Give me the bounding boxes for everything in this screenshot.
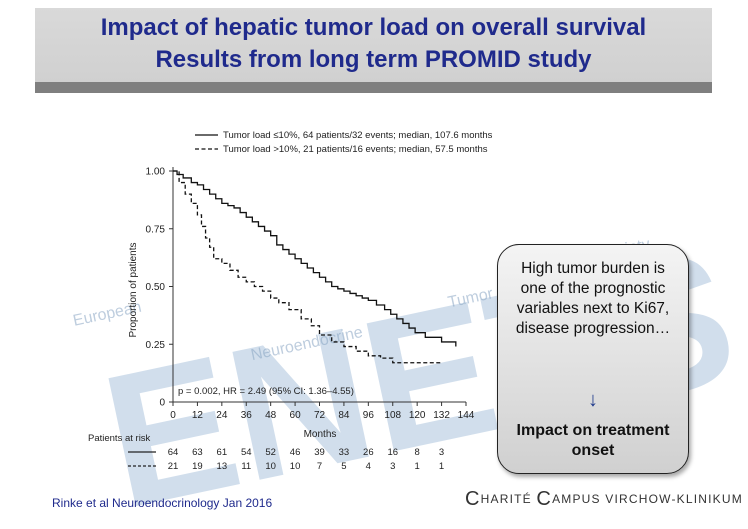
x-tick-label: 132 <box>433 410 450 421</box>
slide-title: Impact of hepatic tumor load on overall … <box>100 14 647 41</box>
p-value-annotation: p = 0.002, HR = 2.49 (95% CI: 1.36–4.55) <box>178 386 354 397</box>
chart-legend: Tumor load ≤10%, 64 patients/32 events; … <box>195 130 493 155</box>
risk-count: 1 <box>439 461 444 472</box>
risk-count: 19 <box>192 461 203 472</box>
x-tick-label: 108 <box>384 410 401 421</box>
x-tick-label: 72 <box>314 410 326 421</box>
risk-count: 63 <box>192 447 203 458</box>
callout-text: High tumor burden is one of the prognost… <box>515 260 671 337</box>
y-axis-label: Proportion of patients <box>128 242 139 337</box>
risk-count: 13 <box>217 461 228 472</box>
slide-subtitle: Results from long term PROMID study <box>155 46 592 73</box>
risk-count: 46 <box>290 447 301 458</box>
risk-count: 10 <box>265 461 276 472</box>
y-tick-label: 0 <box>159 398 165 409</box>
risk-count: 4 <box>366 461 371 472</box>
x-tick-label: 96 <box>363 410 375 421</box>
legend-label: Tumor load >10%, 21 patients/16 events; … <box>223 144 488 155</box>
x-axis-label: Months <box>304 429 337 440</box>
risk-count: 7 <box>317 461 322 472</box>
y-tick-label: 1.00 <box>146 167 166 178</box>
y-tick-label: 0.75 <box>146 224 166 235</box>
risk-count: 10 <box>290 461 301 472</box>
risk-count: 33 <box>339 447 350 458</box>
x-tick-label: 48 <box>265 410 277 421</box>
x-tick-label: 24 <box>216 410 228 421</box>
logo-c-icon-2: C <box>536 488 553 510</box>
charite-logo: CHARITÉ CAMPUS VIRCHOW-KLINIKUM <box>465 488 743 511</box>
risk-count: 21 <box>168 461 179 472</box>
risk-count: 54 <box>241 447 252 458</box>
title-band: Impact of hepatic tumor load on overall … <box>35 8 712 93</box>
title-underline-bar <box>35 82 712 93</box>
risk-count: 11 <box>241 461 251 472</box>
curve-tumor-load-high <box>173 170 442 364</box>
risk-count: 8 <box>415 447 420 458</box>
curve-tumor-load-low <box>173 170 457 347</box>
risk-count: 52 <box>265 447 276 458</box>
risk-count: 5 <box>341 461 346 472</box>
logo-c-icon: C <box>465 488 481 510</box>
risk-count: 39 <box>314 447 325 458</box>
x-tick-label: 0 <box>170 410 176 421</box>
risk-count: 64 <box>168 447 179 458</box>
y-tick-label: 0.25 <box>146 340 166 351</box>
down-arrow-icon: ↓ <box>588 389 598 411</box>
callout-impact: Impact on treatment onset <box>516 422 670 459</box>
risk-table-label: Patients at risk <box>88 433 151 444</box>
risk-count: 61 <box>217 447 228 458</box>
x-tick-label: 60 <box>290 410 302 421</box>
legend-label: Tumor load ≤10%, 64 patients/32 events; … <box>223 130 493 141</box>
risk-table: 64 63 61 54 52 46 39 33 26 16 8 321 19 13 11 10 10 7 5 4 3 1 1 <box>128 447 444 472</box>
callout-box: High tumor burden is one of the prognost… <box>497 244 689 474</box>
x-tick-label: 120 <box>409 410 426 421</box>
risk-count: 1 <box>415 461 420 472</box>
chart-axes: 0 12 24 36 48 60 72 84 96 108 120 132 144 0 0.25 0.50 0.… <box>146 167 475 422</box>
x-tick-label: 36 <box>241 410 253 421</box>
risk-count: 3 <box>439 447 444 458</box>
chart-curves <box>173 170 457 364</box>
x-tick-label: 144 <box>458 410 475 421</box>
logo-charite-text: HARITÉ <box>480 492 537 506</box>
citation: Rinke et al Neuroendocrinology Jan 2016 <box>52 496 273 510</box>
x-tick-label: 12 <box>192 410 204 421</box>
risk-count: 26 <box>363 447 374 458</box>
y-tick-label: 0.50 <box>146 282 166 293</box>
risk-count: 16 <box>387 447 398 458</box>
x-tick-label: 84 <box>338 410 350 421</box>
risk-count: 3 <box>390 461 395 472</box>
logo-campus-text: AMPUS VIRCHOW-KLINIKUM <box>552 492 743 506</box>
